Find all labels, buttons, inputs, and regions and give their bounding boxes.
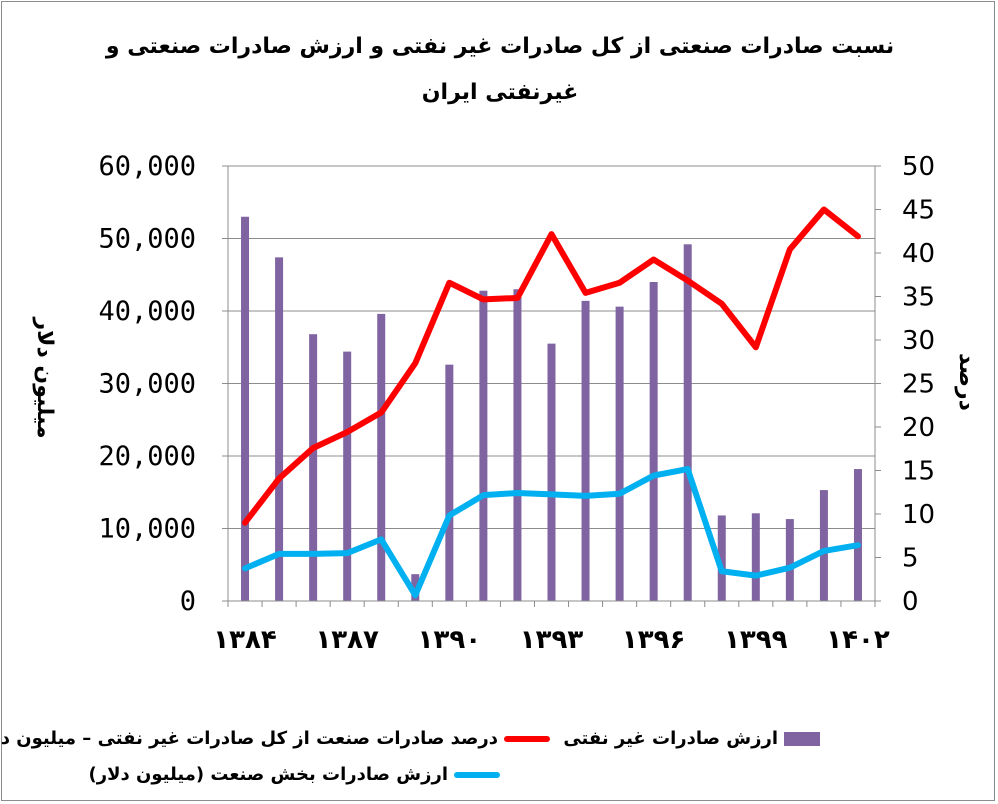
legend-swatch-red-line bbox=[504, 735, 550, 742]
left-tick-label: 30,000 bbox=[98, 369, 196, 400]
legend-item-blue-line: ارزش صادرات بخش صنعت (میلیون دلار) bbox=[88, 764, 500, 785]
bar bbox=[785, 519, 794, 601]
left-tick-label: 20,000 bbox=[98, 441, 196, 472]
y-axis-right-title: درصد bbox=[954, 353, 979, 411]
legend-item-red-line: درصد صادرات صنعت از کل صادرات غیر نفتی –… bbox=[0, 728, 550, 749]
bar bbox=[615, 306, 624, 601]
bar bbox=[241, 216, 250, 601]
left-tick-label: 40,000 bbox=[98, 296, 196, 327]
x-tick-label: ۱۳۹۳ bbox=[520, 625, 584, 655]
series-line bbox=[242, 206, 861, 526]
bar bbox=[513, 289, 522, 601]
right-tick-label: 10 bbox=[902, 500, 935, 530]
legend-swatch-purple-bar bbox=[784, 731, 820, 746]
right-tick-label: 20 bbox=[902, 413, 935, 443]
bar bbox=[309, 334, 318, 601]
legend: ارزش صادرات غیر نفتی درصد صادرات صنعت از… bbox=[0, 720, 940, 790]
left-tick-label: 10,000 bbox=[98, 514, 196, 545]
bar bbox=[547, 343, 556, 601]
left-tick-label: 50,000 bbox=[98, 224, 196, 255]
legend-swatch-blue-line bbox=[454, 771, 500, 778]
legend-label: ارزش صادرات غیر نفتی bbox=[563, 728, 778, 749]
chart-plot: 0 10,000 20,000 30,000 40,000 50,000 60,000 0 5… bbox=[32, 151, 979, 655]
series-line bbox=[242, 466, 861, 599]
legend-label: درصد صادرات صنعت از کل صادرات غیر نفتی –… bbox=[0, 728, 498, 749]
right-tick-label: 40 bbox=[902, 239, 935, 269]
x-axis-ticks: ۱۳۸۴ ۱۳۸۷ ۱۳۹۰ ۱۳۹۳ ۱۳۹۶ ۱۳۹۹ ۱۴۰۲ bbox=[213, 625, 890, 655]
right-tick-label: 0 bbox=[902, 587, 919, 617]
bar bbox=[479, 290, 488, 601]
right-tick-label: 35 bbox=[902, 283, 935, 313]
x-tick-label: ۱۳۹۶ bbox=[622, 625, 685, 655]
bar bbox=[581, 300, 590, 601]
bar bbox=[343, 351, 352, 601]
right-tick-label: 5 bbox=[902, 544, 919, 574]
bar-series bbox=[241, 216, 862, 602]
left-tick-label: 0 bbox=[180, 586, 196, 617]
legend-label: ارزش صادرات بخش صنعت (میلیون دلار) bbox=[88, 764, 449, 785]
chart-title-line-1: نسبت صادرات صنعتی از کل صادرات غیر نفتی … bbox=[105, 34, 895, 59]
left-axis-ticks: 0 10,000 20,000 30,000 40,000 50,000 60,000 bbox=[98, 151, 228, 617]
bar bbox=[377, 313, 386, 601]
right-axis-ticks: 0 5 10 15 20 25 30 35 40 45 50 bbox=[875, 152, 935, 617]
x-tick-label: ۱۳۸۷ bbox=[315, 625, 379, 655]
line-series bbox=[242, 206, 861, 599]
y-axis-left-title: میلیون دلار bbox=[32, 316, 57, 438]
bar bbox=[819, 490, 828, 601]
bar bbox=[683, 244, 692, 602]
x-tick-label: ۱۳۹۹ bbox=[724, 625, 788, 655]
right-tick-label: 15 bbox=[902, 457, 935, 487]
bar bbox=[853, 469, 862, 601]
bar bbox=[649, 282, 658, 601]
legend-item-nonoil-exports: ارزش صادرات غیر نفتی bbox=[563, 728, 820, 749]
bar bbox=[445, 364, 454, 601]
right-tick-label: 25 bbox=[902, 370, 935, 400]
x-tick-label: ۱۴۰۲ bbox=[826, 625, 890, 655]
bar bbox=[717, 515, 726, 601]
x-tick-label: ۱۳۸۴ bbox=[213, 625, 276, 655]
bar bbox=[275, 257, 284, 601]
bar bbox=[751, 513, 760, 601]
x-tick-label: ۱۳۹۰ bbox=[418, 625, 481, 655]
right-tick-label: 45 bbox=[902, 196, 935, 226]
chart-title-line-2: غیرنفتی ایران bbox=[421, 80, 579, 105]
right-tick-label: 30 bbox=[902, 326, 935, 356]
right-tick-label: 50 bbox=[902, 152, 935, 182]
left-tick-label: 60,000 bbox=[98, 151, 196, 182]
